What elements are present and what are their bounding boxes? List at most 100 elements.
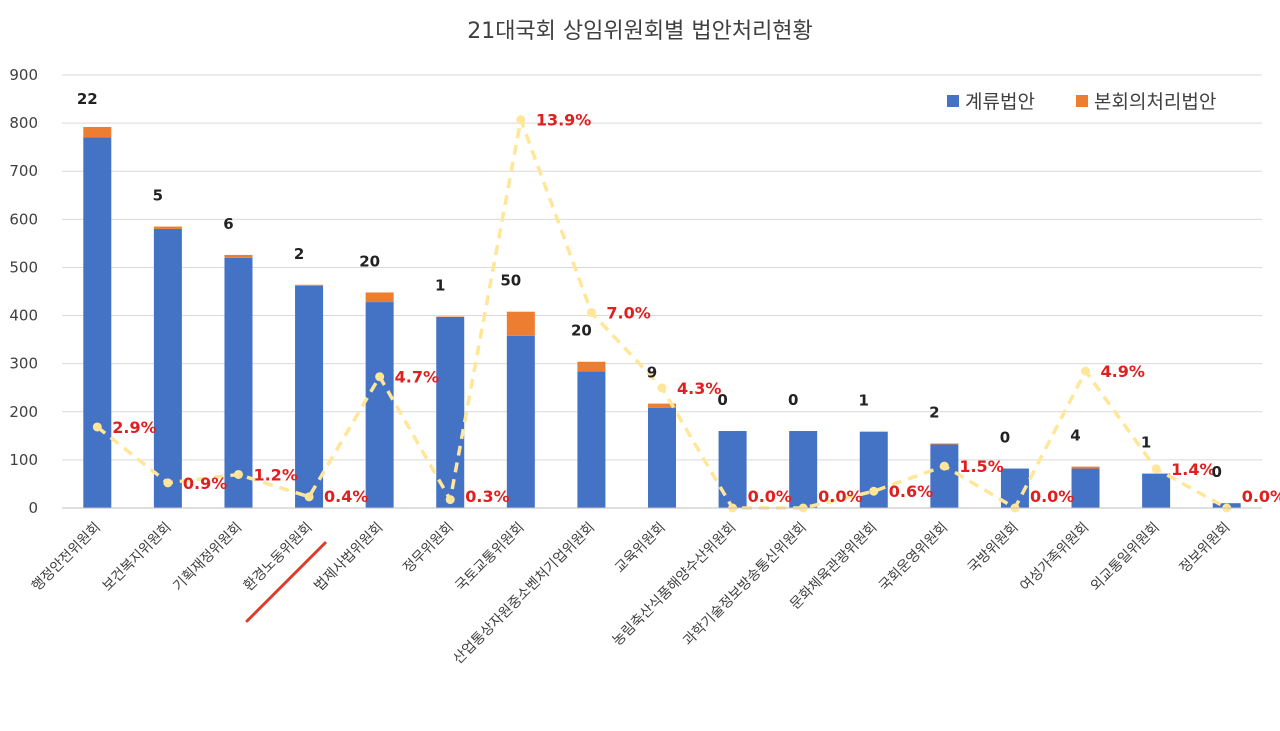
bar-passed: [577, 361, 606, 372]
passed-count-label: 0: [1000, 429, 1010, 447]
bar-pending: [648, 407, 676, 508]
rate-label: 4.9%: [1101, 362, 1145, 381]
bar-pending: [1142, 473, 1171, 508]
x-category-label: 국회운영위원회: [876, 520, 951, 595]
rate-point: [586, 307, 596, 317]
x-category-label: 농림축산식품해양수산위원회: [610, 520, 740, 650]
passed-count-label: 22: [77, 90, 98, 108]
processing-rate-line: [92, 115, 1232, 513]
rate-point: [375, 372, 385, 382]
rate-label: 1.2%: [253, 465, 297, 484]
passed-count-label: 1: [435, 277, 445, 295]
rate-point: [233, 469, 243, 479]
passed-count-label: 20: [359, 252, 380, 270]
x-category-label: 국토교통위원회: [453, 520, 528, 595]
legend-label-passed: 본회의처리법안: [1094, 91, 1216, 113]
y-tick-label: 800: [9, 114, 38, 132]
x-category-label: 산업통상자원중소벤처기업위원회: [450, 520, 598, 668]
rate-point: [92, 422, 102, 432]
rate-point: [1081, 366, 1091, 376]
passed-count-label: 9: [647, 364, 657, 382]
x-category-label: 보건복지위원회: [100, 520, 175, 595]
passed-count-label: 2: [929, 404, 939, 422]
bar-passed: [153, 226, 182, 229]
bar-passed: [83, 126, 112, 138]
passed-count-label: 0: [717, 391, 727, 409]
bar-pending: [153, 228, 182, 508]
x-category-label: 국방위원회: [965, 520, 1022, 577]
passed-count-label: 4: [1070, 427, 1080, 445]
chart-title: 21대국회 상임위원회별 법안처리현황: [467, 19, 813, 44]
x-category-label: 외교통일위원회: [1088, 520, 1163, 595]
bar-passed: [930, 443, 959, 445]
bar-pending: [859, 431, 888, 508]
rate-label: 0.6%: [889, 482, 933, 501]
rate-label: 0.0%: [818, 487, 862, 506]
bar-passed: [506, 311, 535, 336]
bar-pending: [1071, 468, 1100, 508]
rate-point: [516, 115, 526, 125]
y-tick-label: 900: [9, 66, 38, 84]
y-axis: 0 100 200 300 400 500 600 700 800 900: [9, 66, 38, 517]
rate-label: 0.0%: [1030, 487, 1074, 506]
rate-label: 1.4%: [1171, 460, 1215, 479]
rate-label: 4.3%: [677, 379, 721, 398]
rate-point: [869, 486, 879, 496]
bar-pending: [577, 371, 606, 508]
data-labels: 222.9%50.9%61.2%20.4%204.7%10.3%5013.9%2…: [77, 90, 1280, 506]
passed-count-label: 5: [153, 187, 163, 205]
rate-point: [163, 478, 173, 488]
passed-count-label: 1: [859, 392, 869, 410]
bar-pending: [789, 431, 818, 508]
rate-label: 0.4%: [324, 487, 368, 506]
bar-pending: [83, 137, 112, 509]
x-category-label: 정무위원회: [400, 520, 457, 577]
y-tick-label: 0: [28, 499, 38, 517]
bar-pending: [506, 335, 535, 508]
rate-label: 7.0%: [606, 303, 650, 322]
passed-count-label: 50: [500, 272, 521, 290]
rate-point: [939, 461, 949, 471]
rate-label: 0.3%: [465, 487, 509, 506]
rate-label: 1.5%: [959, 457, 1003, 476]
y-tick-label: 700: [9, 162, 38, 180]
rate-label: 0.0%: [748, 487, 792, 506]
passed-count-label: 1: [1141, 433, 1151, 451]
legend: 계류법안 본회의처리법안: [947, 91, 1216, 113]
y-tick-label: 100: [9, 451, 38, 469]
bar-passed: [648, 403, 676, 408]
rate-label: 4.7%: [395, 368, 439, 387]
y-tick-label: 400: [9, 307, 38, 325]
passed-count-label: 0: [788, 391, 798, 409]
x-category-label: 환경노동위원회: [241, 520, 316, 595]
bar-passed: [295, 284, 324, 286]
x-category-label: 과학기술정보방송통신위원회: [680, 520, 810, 650]
bar-pending: [718, 431, 747, 508]
bar-passed: [1071, 466, 1100, 469]
rate-label: 2.9%: [112, 418, 156, 437]
x-category-label: 법제사법위원회: [311, 520, 386, 595]
rate-label: 13.9%: [536, 111, 592, 130]
highlight-underline: [245, 541, 327, 623]
legend-swatch-pending: [947, 95, 959, 107]
bar-passed: [365, 292, 394, 303]
rate-label: 0.0%: [1242, 487, 1280, 506]
y-tick-label: 500: [9, 258, 38, 276]
x-category-label: 여성가족위원회: [1017, 520, 1092, 595]
rate-point: [1151, 464, 1161, 474]
legend-label-pending: 계류법안: [965, 91, 1035, 113]
x-category-label: 정보위원회: [1177, 520, 1234, 577]
bar-passed: [224, 254, 253, 258]
gridlines: [62, 74, 1262, 509]
bar-pending: [930, 444, 959, 508]
passed-count-label: 20: [571, 322, 592, 340]
passed-count-label: 6: [223, 215, 233, 233]
bars: [83, 126, 1241, 509]
y-tick-label: 200: [9, 403, 38, 421]
x-category-label: 교육위원회: [612, 520, 669, 577]
bar-pending: [436, 316, 465, 508]
legend-swatch-passed: [1076, 95, 1088, 107]
y-tick-label: 600: [9, 210, 38, 228]
